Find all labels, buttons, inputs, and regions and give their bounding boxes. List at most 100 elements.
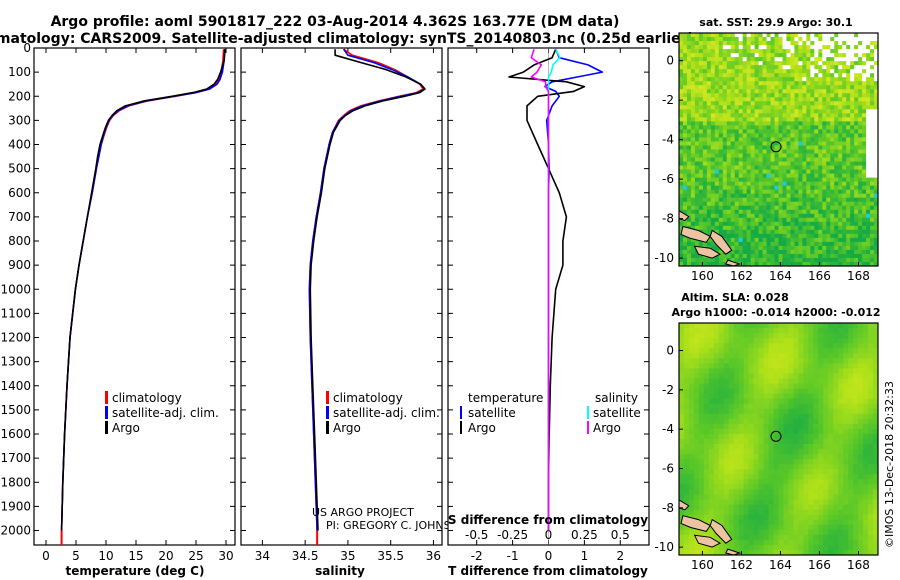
map-cell: [774, 257, 779, 263]
map-cell: [803, 519, 809, 526]
map-cell: [798, 353, 804, 359]
map-cell: [746, 73, 752, 78]
map-cell: [866, 145, 871, 150]
depth-tick-label: 400: [8, 138, 31, 152]
map-cell: [723, 489, 730, 495]
map-cell: [682, 93, 688, 98]
map-cell: [813, 323, 819, 329]
map-cell: [858, 141, 863, 146]
map-cell: [823, 494, 829, 500]
map-cell: [738, 233, 744, 239]
map-cell: [778, 393, 784, 400]
map-cell: [788, 368, 794, 374]
map-cell: [853, 348, 859, 354]
map-cell: [694, 221, 700, 227]
map-cell: [762, 213, 767, 219]
map-cell: [843, 393, 849, 400]
map-cell: [686, 201, 692, 207]
map-cell: [706, 141, 712, 146]
map-cell: [710, 157, 716, 162]
map-cell: [688, 469, 695, 475]
map-cell: [818, 105, 823, 110]
map-cell: [826, 37, 831, 42]
map-cell: [754, 197, 759, 203]
map-cell: [818, 338, 824, 344]
map-cell: [778, 373, 784, 379]
map-cell: [823, 393, 829, 400]
map-cell: [773, 484, 779, 490]
map-cell: [734, 165, 740, 170]
map-cell: [718, 77, 724, 82]
map-cell: [714, 225, 720, 231]
map-cell: [786, 205, 791, 211]
map-cell: [813, 524, 819, 531]
map-cell: [763, 428, 769, 435]
map-cell: [823, 509, 829, 516]
map-cell: [778, 524, 784, 531]
map-cell: [810, 173, 815, 179]
map-cell: [766, 97, 771, 102]
map-cell: [774, 57, 779, 62]
map-cell: [858, 41, 863, 46]
map-cell: [842, 45, 847, 50]
map-cell: [762, 101, 767, 106]
map-cell: [682, 77, 688, 82]
map-cell: [722, 85, 728, 90]
map-cell: [742, 181, 748, 187]
map-cell: [706, 49, 712, 54]
map-cell: [798, 373, 804, 379]
map-cell: [698, 413, 705, 420]
map-cell: [723, 439, 730, 445]
map-cell: [774, 77, 779, 82]
map-cell: [782, 117, 787, 122]
map-cell: [848, 353, 854, 359]
map-cell: [766, 133, 771, 138]
map-cell: [698, 469, 705, 475]
map-cell: [773, 489, 779, 495]
map-cell: [750, 97, 756, 102]
map-cell: [734, 145, 740, 150]
map-cell: [818, 348, 824, 354]
map-cell: [833, 353, 839, 359]
map-cell: [788, 398, 794, 405]
map-cell: [706, 229, 712, 235]
map-cell: [828, 433, 834, 440]
difference-legend: temperature satellite Argo salinity sate…: [460, 391, 641, 435]
map-cell: [770, 109, 775, 114]
map-cell: [874, 213, 879, 219]
map-cell: [778, 504, 784, 511]
map-cell: [746, 45, 752, 50]
map-cell: [874, 165, 879, 170]
map-cell: [833, 423, 839, 430]
map-cell: [863, 413, 869, 420]
map-cell: [783, 479, 789, 485]
map-cell: [750, 153, 756, 158]
map-cell: [814, 221, 819, 227]
map-cell: [838, 328, 844, 334]
map-cell: [733, 499, 740, 505]
map-cell: [774, 213, 779, 219]
map-cell: [858, 89, 863, 94]
map-cell: [862, 161, 867, 166]
map-cell: [798, 205, 803, 211]
map-cell: [754, 213, 759, 219]
map-cell: [838, 137, 843, 142]
map-cell: [778, 323, 784, 329]
map-cell: [813, 403, 819, 410]
map-cell: [790, 49, 795, 54]
map-cell: [750, 49, 756, 54]
map-cell: [814, 37, 819, 42]
map-cell: [742, 229, 748, 235]
map-cell: [774, 69, 779, 74]
map-cell: [778, 189, 783, 195]
map-cell: [870, 93, 875, 98]
map-cell: [838, 221, 843, 227]
map-cell: [773, 479, 779, 485]
map-cell: [768, 338, 774, 344]
map-cell: [862, 185, 867, 191]
map-cell: [698, 101, 704, 106]
sst-map-land: [678, 209, 742, 267]
map-cell: [823, 413, 829, 420]
map-cell: [770, 169, 775, 175]
map-cell: [803, 338, 809, 344]
